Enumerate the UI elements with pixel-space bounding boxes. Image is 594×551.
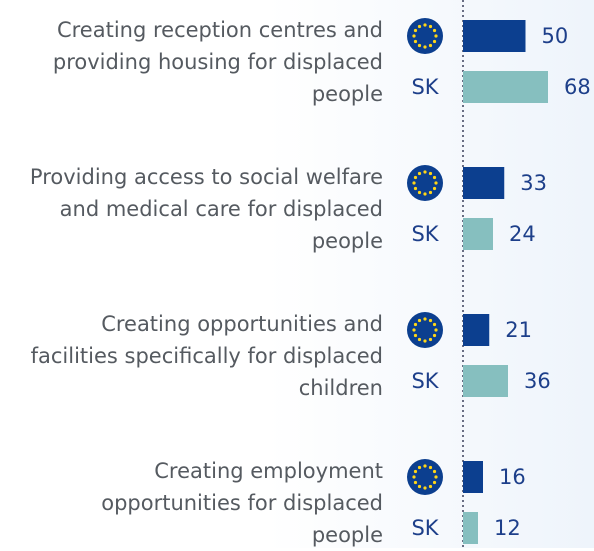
flag-star xyxy=(417,190,422,195)
flag-star xyxy=(434,475,438,479)
flag-star xyxy=(428,318,433,323)
flag-star xyxy=(428,337,433,342)
flag-star xyxy=(432,322,437,327)
value-label: 21 xyxy=(505,318,532,342)
flag-star xyxy=(428,171,433,176)
flag-star xyxy=(423,192,427,196)
eu-flag xyxy=(407,18,443,54)
series-label: SK xyxy=(411,516,439,540)
flag-star xyxy=(413,469,418,474)
flag-star xyxy=(413,186,418,191)
flag-star xyxy=(413,39,418,44)
series-label: SK xyxy=(411,222,439,246)
eu-flag xyxy=(407,312,443,348)
flag-star xyxy=(412,181,416,185)
flag-star xyxy=(428,484,433,489)
flag-star xyxy=(423,23,427,27)
flag-star xyxy=(417,465,422,470)
flag-star xyxy=(428,465,433,470)
series-label: SK xyxy=(411,369,439,393)
bar xyxy=(463,461,483,493)
flag-star xyxy=(434,34,438,38)
flag-star xyxy=(423,339,427,343)
bar xyxy=(463,314,490,346)
flag-star xyxy=(413,322,418,327)
flag-star xyxy=(428,43,433,48)
flag-disc xyxy=(407,459,443,495)
flag-star xyxy=(413,175,418,180)
series-label: SK xyxy=(411,75,439,99)
flag-star xyxy=(423,486,427,490)
flag-star xyxy=(423,45,427,49)
flag-disc xyxy=(407,312,443,348)
flag-star xyxy=(434,328,438,332)
flag-star xyxy=(428,190,433,195)
flag-star xyxy=(412,475,416,479)
flag-star xyxy=(432,469,437,474)
flag-disc xyxy=(407,18,443,54)
flag-star xyxy=(412,328,416,332)
flag-star xyxy=(428,24,433,29)
flag-star xyxy=(423,170,427,174)
value-label: 16 xyxy=(499,465,526,489)
flag-star xyxy=(412,34,416,38)
category-label: Creating reception centres and providing… xyxy=(52,18,383,106)
flag-star xyxy=(417,43,422,48)
flag-star xyxy=(432,28,437,33)
flag-star xyxy=(413,480,418,485)
flag-star xyxy=(432,175,437,180)
eu-flag xyxy=(407,459,443,495)
flag-star xyxy=(417,171,422,176)
bar xyxy=(463,218,493,250)
flag-star xyxy=(432,333,437,338)
value-label: 36 xyxy=(524,369,551,393)
value-label: 24 xyxy=(509,222,536,246)
flag-star xyxy=(417,337,422,342)
bar xyxy=(463,365,508,397)
flag-star xyxy=(417,484,422,489)
flag-star xyxy=(432,186,437,191)
value-label: 33 xyxy=(520,171,547,195)
flag-star xyxy=(432,480,437,485)
bar xyxy=(463,20,526,52)
value-label: 50 xyxy=(542,24,569,48)
bar xyxy=(463,71,548,103)
category-label: Creating opportunities and facilities sp… xyxy=(30,312,383,400)
category-label: Providing access to social welfare and m… xyxy=(29,165,383,253)
eu-flag xyxy=(407,165,443,201)
value-label: 68 xyxy=(564,75,591,99)
flag-star xyxy=(413,28,418,33)
bar xyxy=(463,512,478,544)
flag-star xyxy=(432,39,437,44)
flag-star xyxy=(423,317,427,321)
flag-star xyxy=(417,24,422,29)
flag-star xyxy=(413,333,418,338)
category-label: Creating employment opportunities for di… xyxy=(101,459,383,547)
bar xyxy=(463,167,505,199)
flag-disc xyxy=(407,165,443,201)
flag-star xyxy=(423,464,427,468)
flag-star xyxy=(417,318,422,323)
value-label: 12 xyxy=(494,516,521,540)
flag-star xyxy=(434,181,438,185)
